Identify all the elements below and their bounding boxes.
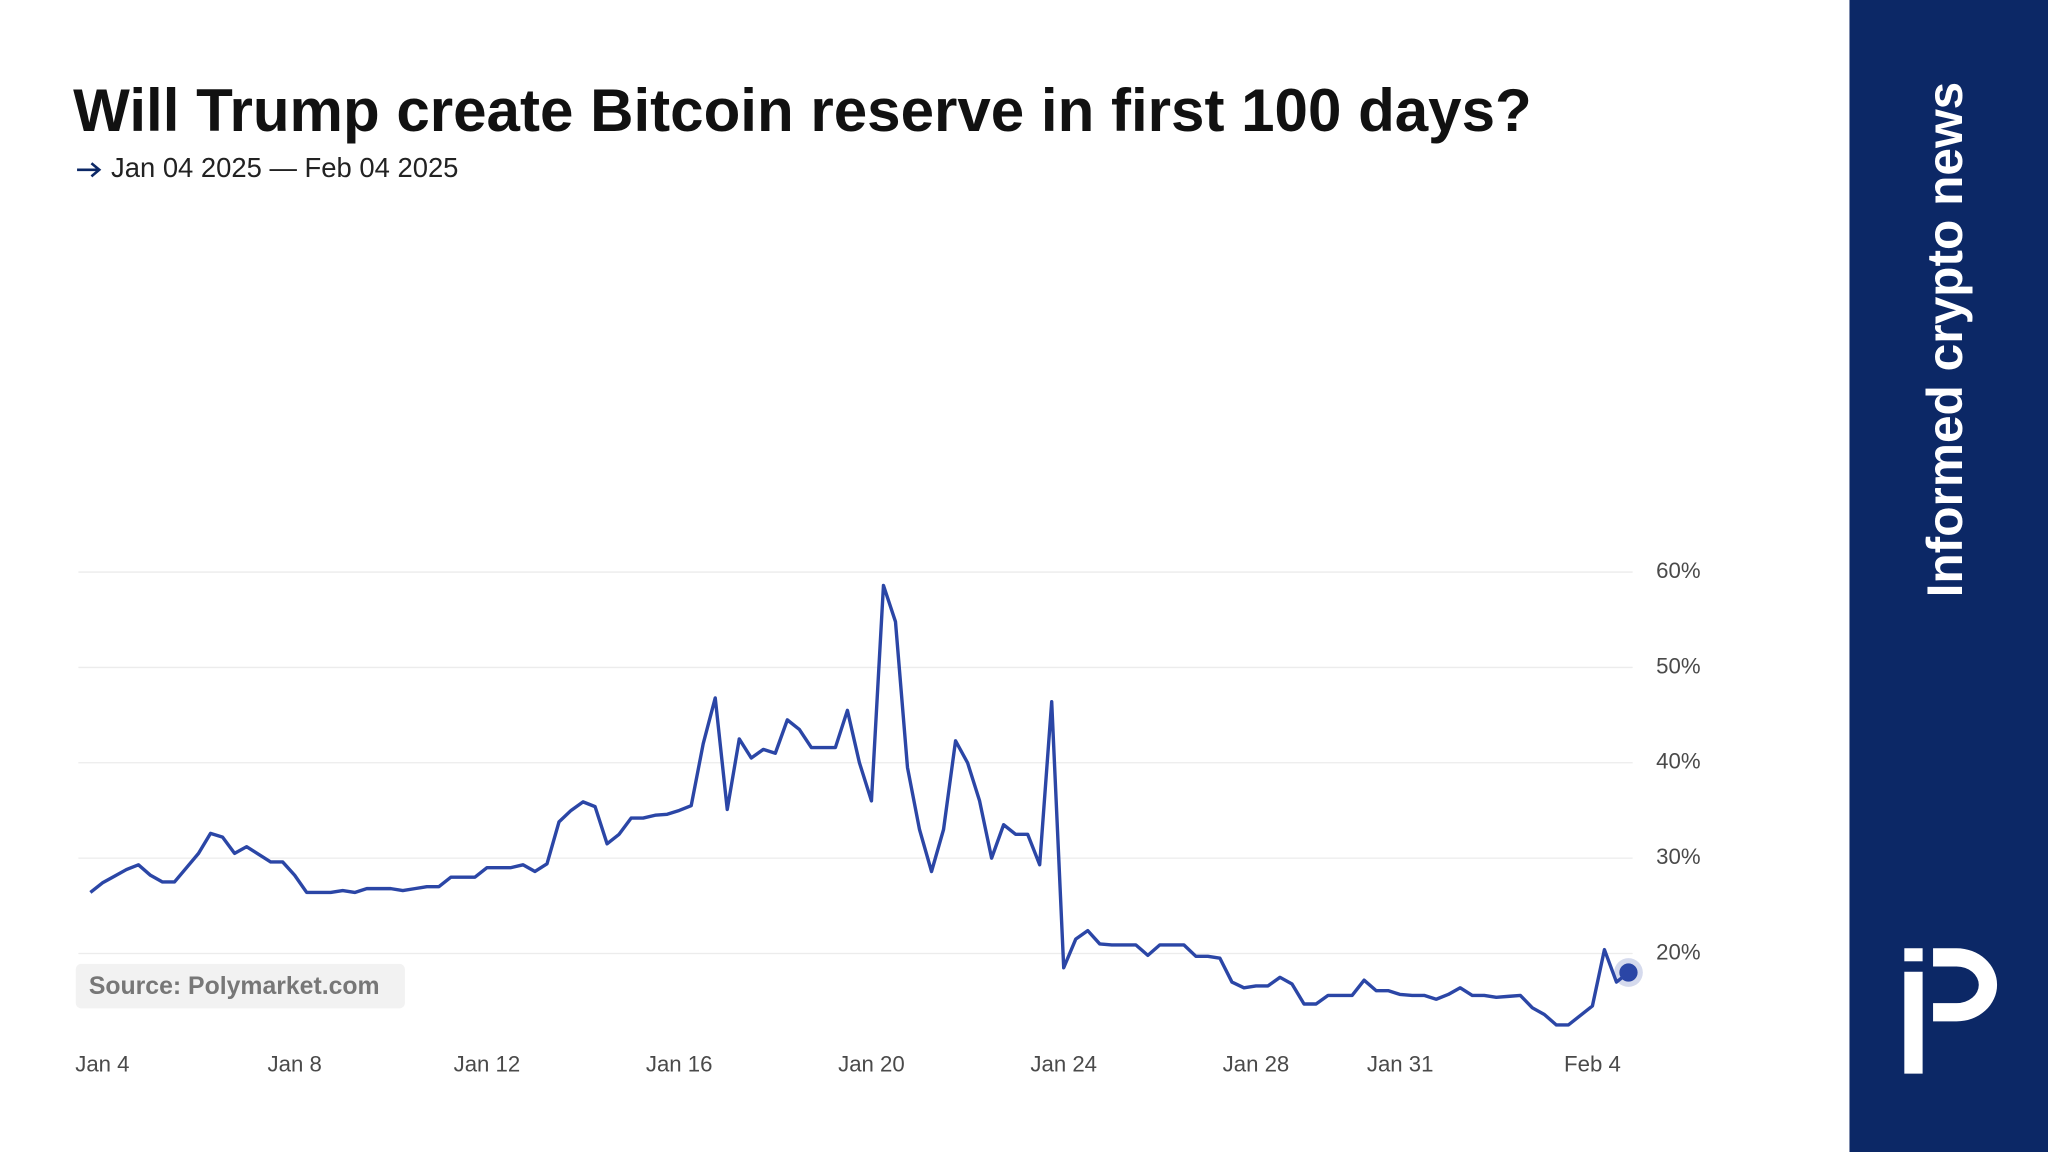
- y-tick-label: 40%: [1656, 749, 1700, 774]
- y-tick-label: 50%: [1656, 653, 1700, 678]
- x-tick-label: Jan 16: [646, 1052, 713, 1077]
- source-label: Source: Polymarket.com: [89, 973, 380, 1000]
- line: [89, 583, 1630, 1027]
- end-point: [1619, 963, 1638, 982]
- x-tick-label: Jan 24: [1030, 1052, 1097, 1077]
- y-tick-label: 60%: [1656, 558, 1700, 583]
- x-tick-label: Feb 4: [1564, 1052, 1621, 1077]
- x-tick-label: Jan 20: [838, 1052, 905, 1077]
- x-tick-label: Jan 12: [454, 1052, 521, 1077]
- source-badge: [75, 963, 405, 1009]
- brand-tagline: Informed crypto news: [1917, 82, 1973, 598]
- chart-subtitle: Jan 04 2025 — Feb 04 2025: [111, 152, 458, 183]
- x-tick-label: Jan 8: [268, 1052, 322, 1077]
- y-tick-label: 20%: [1656, 939, 1700, 964]
- brand-logo: [1904, 948, 1998, 1074]
- x-tick-label: Jan 31: [1367, 1052, 1434, 1077]
- subtitle-arrow: [77, 162, 102, 178]
- x-tick-label: Jan 28: [1223, 1052, 1290, 1077]
- chart-title: Will Trump create Bitcoin reserve in fir…: [73, 77, 1532, 144]
- y-tick-label: 30%: [1656, 844, 1700, 869]
- x-tick-label: Jan 4: [75, 1052, 129, 1077]
